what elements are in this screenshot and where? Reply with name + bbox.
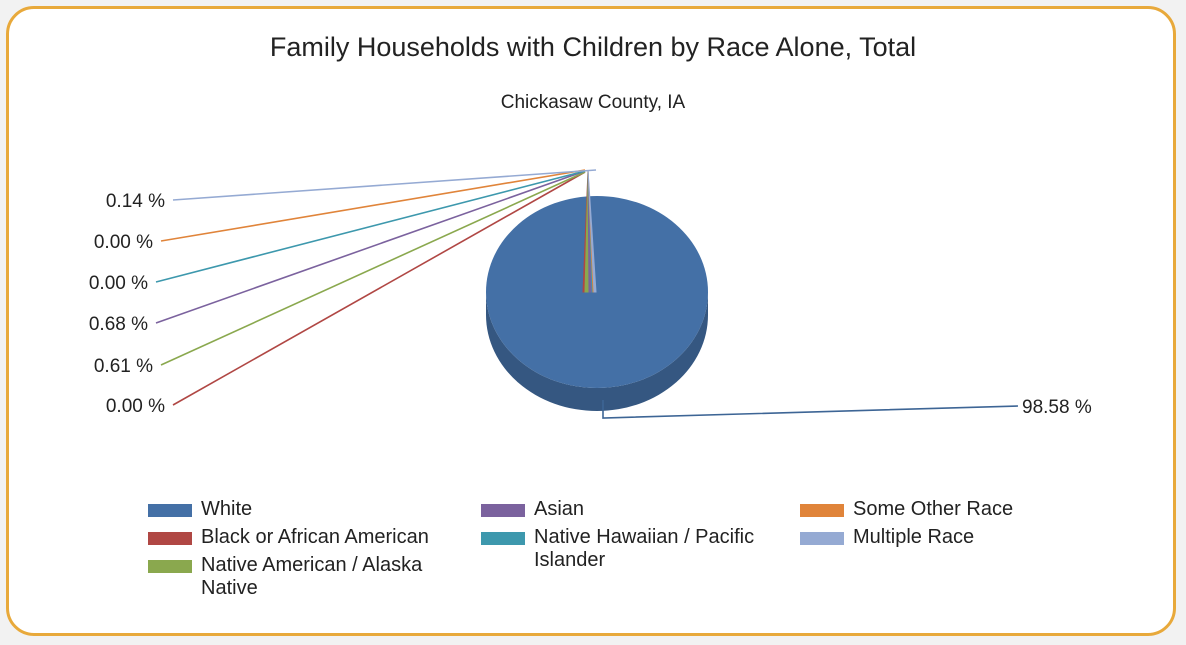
legend-item-native-hawaiian-pacific-islander: Native Hawaiian / Pacific Islander bbox=[481, 526, 794, 572]
legend-item-white: White bbox=[148, 498, 461, 521]
legend-swatch bbox=[148, 560, 192, 573]
chart-legend: White Black or African American Native Ame… bbox=[148, 498, 1068, 608]
data-label-some-other-race: 0.00 % bbox=[94, 232, 153, 253]
legend-item-black-or-african-american: Black or African American bbox=[148, 526, 461, 549]
leader-line-some-other-race bbox=[160, 169, 586, 242]
chart-title: Family Households with Children by Race … bbox=[269, 32, 917, 62]
legend-label: White bbox=[201, 498, 253, 520]
data-label-multiple-race: 0.14 % bbox=[106, 191, 165, 212]
leader-line-white bbox=[602, 400, 1019, 419]
data-label-black-or-african-american: 0.00 % bbox=[106, 396, 165, 417]
pie-slice-white bbox=[486, 196, 708, 411]
legend-swatch bbox=[481, 504, 525, 517]
legend-label: Asian bbox=[534, 498, 585, 520]
chart-subtitle: Chickasaw County, IA bbox=[500, 92, 686, 113]
legend-label: Native American / Alaska Native bbox=[201, 554, 423, 599]
legend-swatch bbox=[481, 532, 525, 545]
legend-item-native-american-alaska-native: Native American / Alaska Native bbox=[148, 554, 461, 600]
data-label-asian: 0.68 % bbox=[89, 314, 148, 335]
legend-label: Black or African American bbox=[201, 526, 429, 548]
legend-swatch bbox=[800, 504, 844, 517]
legend-item-some-other-race: Some Other Race bbox=[800, 498, 1113, 521]
data-label-native-american-alaska-native: 0.61 % bbox=[94, 356, 153, 377]
data-label-white: 98.58 % bbox=[1022, 397, 1092, 418]
legend-swatch bbox=[800, 532, 844, 545]
legend-label: Some Other Race bbox=[853, 498, 1014, 520]
legend-swatch bbox=[148, 532, 192, 545]
data-label-native-hawaiian-pacific-islander: 0.00 % bbox=[89, 273, 148, 294]
leader-line-black-or-african-american bbox=[172, 171, 586, 406]
leader-line-native-hawaiian-pacific-islander bbox=[155, 170, 586, 283]
pie-slice-multiple-race bbox=[587, 169, 597, 293]
legend-label: Native Hawaiian / Pacific Islander bbox=[534, 526, 755, 571]
legend-label: Multiple Race bbox=[853, 526, 975, 548]
legend-item-multiple-race: Multiple Race bbox=[800, 526, 1113, 549]
legend-swatch bbox=[148, 504, 192, 517]
leader-line-multiple-race bbox=[172, 169, 597, 201]
leader-line-asian bbox=[155, 170, 586, 324]
legend-item-asian: Asian bbox=[481, 498, 794, 521]
leader-line-native-american-alaska-native bbox=[160, 171, 586, 366]
